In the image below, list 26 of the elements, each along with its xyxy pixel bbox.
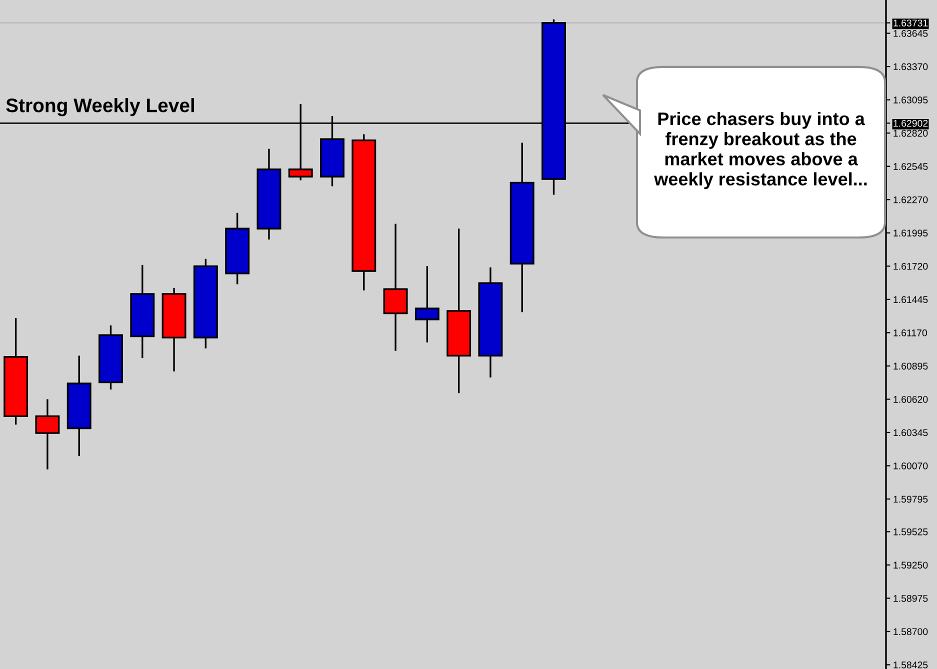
y-tick-label: 1.59250 [894, 562, 928, 569]
y-tick-label: 1.61445 [894, 296, 928, 304]
y-tick-label: 1.61720 [894, 262, 928, 270]
candlestick [414, 265, 440, 344]
y-tick-label: 1.62820 [894, 130, 928, 137]
y-tick-label: 1.60070 [894, 462, 928, 470]
y-tick-label: 1.63731 [894, 20, 928, 26]
y-tick-label: 1.58975 [894, 594, 928, 602]
y-tick-label: 1.62270 [894, 196, 928, 204]
y-tick-label: 1.59795 [894, 496, 928, 503]
candlestick [35, 398, 60, 470]
y-tick-label: 1.60895 [894, 362, 928, 370]
y-tick-label: 1.61995 [894, 230, 928, 236]
y-tick-label: 1.58700 [894, 628, 928, 636]
y-tick-label: 1.58425 [894, 662, 928, 668]
y-tick-label: 1.63095 [894, 96, 928, 104]
y-tick-label: 1.61170 [894, 329, 927, 336]
y-tick-label: 1.62902 [894, 120, 928, 127]
annotation: Price chasers buy into a frenzy breakout as the market moves above a weekly resistance level... [654, 112, 867, 190]
y-tick-label: 1.62545 [894, 163, 928, 170]
y-tick-label: 1.59525 [894, 528, 928, 536]
y-tick-label: 1.63645 [894, 30, 928, 37]
ref-line-label: Strong Weekly Level [6, 98, 194, 116]
y-tick-label: 1.63370 [894, 63, 928, 70]
y-tick-label: 1.60620 [894, 396, 928, 403]
y-tick-label: 1.60345 [894, 429, 928, 436]
